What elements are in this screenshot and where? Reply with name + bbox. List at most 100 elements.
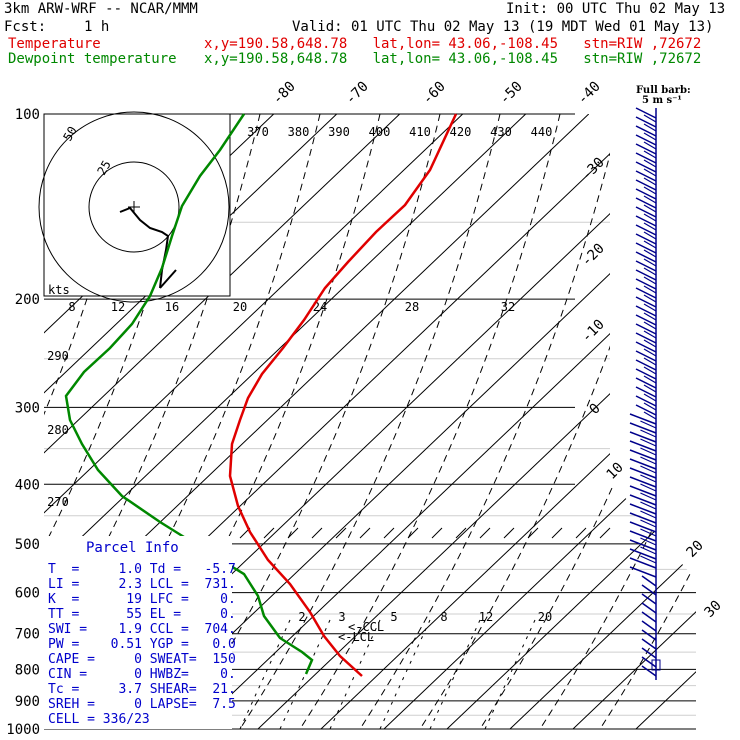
wind-barb-flag (640, 429, 657, 438)
isotherm-line (257, 114, 696, 729)
wind-barb-flag (643, 330, 657, 339)
wind-barb (635, 188, 657, 200)
isobar-label: 700 (15, 627, 40, 643)
wind-barb-flag (643, 348, 657, 357)
wind-barb-flag (643, 195, 657, 204)
wind-barb-flag (643, 411, 657, 420)
mixing-ratio-label: 3 (338, 610, 345, 624)
isotherm-line (446, 114, 696, 729)
wind-barb (629, 530, 657, 542)
parcel-row: T = 1.0 Td = -5.7 (48, 562, 236, 577)
wind-barb (629, 494, 657, 506)
wind-barb-flag (640, 456, 657, 465)
wind-barb-flag (640, 519, 657, 528)
isobar-label: 500 (15, 537, 40, 553)
wind-barb (635, 341, 657, 353)
valid-time: Valid: 01 UTC Thu 02 May 13 (19 MDT Wed … (292, 19, 714, 35)
dewpoint-profile-line (64, 113, 314, 675)
wind-barb (635, 296, 657, 308)
isotherm-label: 20 (684, 538, 707, 561)
isotherm-label: -60 (420, 79, 449, 108)
wind-barb-flag (643, 267, 657, 276)
wind-barb-flag (643, 303, 657, 312)
temperature-profile-line (228, 113, 458, 677)
legend-dewpoint-label: Dewpoint temperature (8, 51, 177, 67)
wind-barb-flag (640, 510, 657, 519)
wind-barb (635, 314, 657, 326)
wind-barb (641, 611, 657, 623)
theta-left-label: 290 (47, 349, 69, 363)
isotherm-label: -20 (579, 241, 608, 270)
hatch-mark (359, 527, 371, 539)
wind-barb-flag (640, 465, 657, 474)
hatch-mark (287, 527, 299, 539)
wind-barb-flag (643, 222, 657, 231)
wind-barb (641, 629, 657, 641)
hodograph: 50 25 (38, 111, 231, 303)
isotherm-line (509, 114, 696, 729)
wind-barb (629, 440, 657, 452)
wind-barb-flag (643, 132, 657, 141)
wind-barb (629, 566, 657, 578)
isobar-label: 1000 (6, 722, 40, 738)
wind-barb-flag (640, 546, 657, 555)
wind-barb-flag (643, 402, 657, 411)
parcel-row: CAPE = 0 SWEAT= 150 (48, 652, 236, 667)
isotherm-line (383, 114, 696, 729)
wind-barb (635, 242, 657, 254)
isotherm-label: 10 (604, 460, 627, 483)
wind-barb-flag (640, 528, 657, 537)
mixing-top-label: 28 (405, 300, 419, 314)
hatch-mark (335, 527, 347, 539)
wind-scale-line2: 5 m s⁻¹ (642, 95, 682, 106)
wind-barb (641, 656, 657, 668)
wind-barb-flag (643, 249, 657, 258)
wind-barb-flag (643, 276, 657, 285)
wind-barb-flag (640, 438, 657, 447)
hatch-mark (599, 527, 611, 539)
sounding-profiles (64, 113, 458, 677)
wind-barb-flag (643, 231, 657, 240)
wind-barb-flag (640, 447, 657, 456)
dry-adiabat-line (299, 114, 561, 729)
wind-barb (635, 305, 657, 317)
wind-barb (635, 386, 657, 398)
wind-barb-flag (643, 393, 657, 402)
wind-barb (635, 179, 657, 191)
theta-label: 420 (450, 125, 472, 139)
isobar-label: 800 (15, 662, 40, 678)
dry-adiabat-line (239, 114, 501, 729)
theta-label: 430 (490, 125, 512, 139)
theta-label: 410 (409, 125, 431, 139)
wind-barb (635, 116, 657, 128)
wind-barb-flag (643, 285, 657, 294)
wind-barb (635, 224, 657, 236)
hatch-mark (383, 527, 395, 539)
theta-left-label: 270 (47, 495, 69, 509)
isotherm-line (44, 114, 401, 729)
wind-barb (635, 143, 657, 155)
wind-barb-flag (643, 375, 657, 384)
wind-barb-flag (643, 150, 657, 159)
wind-barb (635, 134, 657, 146)
legend-temperature-info: x,y=190.58,648.78 lat,lon= 43.06,-108.45… (204, 36, 702, 52)
hatch-mark (455, 527, 467, 539)
wind-barb (635, 404, 657, 416)
wind-barb-flag (643, 177, 657, 186)
isobar-label: 400 (15, 477, 40, 493)
isotherm-label: 30 (702, 598, 725, 621)
dry-adiabat-line (599, 114, 696, 729)
hodograph-ring (38, 111, 230, 303)
isotherm-label: -80 (270, 79, 299, 108)
mixing-ratio-line (329, 619, 381, 729)
wind-barb-flag (643, 168, 657, 177)
wind-barb-flag (640, 420, 657, 429)
hatch-mark (431, 527, 443, 539)
wind-barb (629, 458, 657, 470)
wind-barb (629, 539, 657, 551)
hatch-mark (407, 527, 419, 539)
parcel-row: K = 19 LFC = 0. (48, 592, 236, 607)
wind-barb (635, 251, 657, 263)
parcel-row: Tc = 3.7 SHEAR= 21. (48, 682, 236, 697)
